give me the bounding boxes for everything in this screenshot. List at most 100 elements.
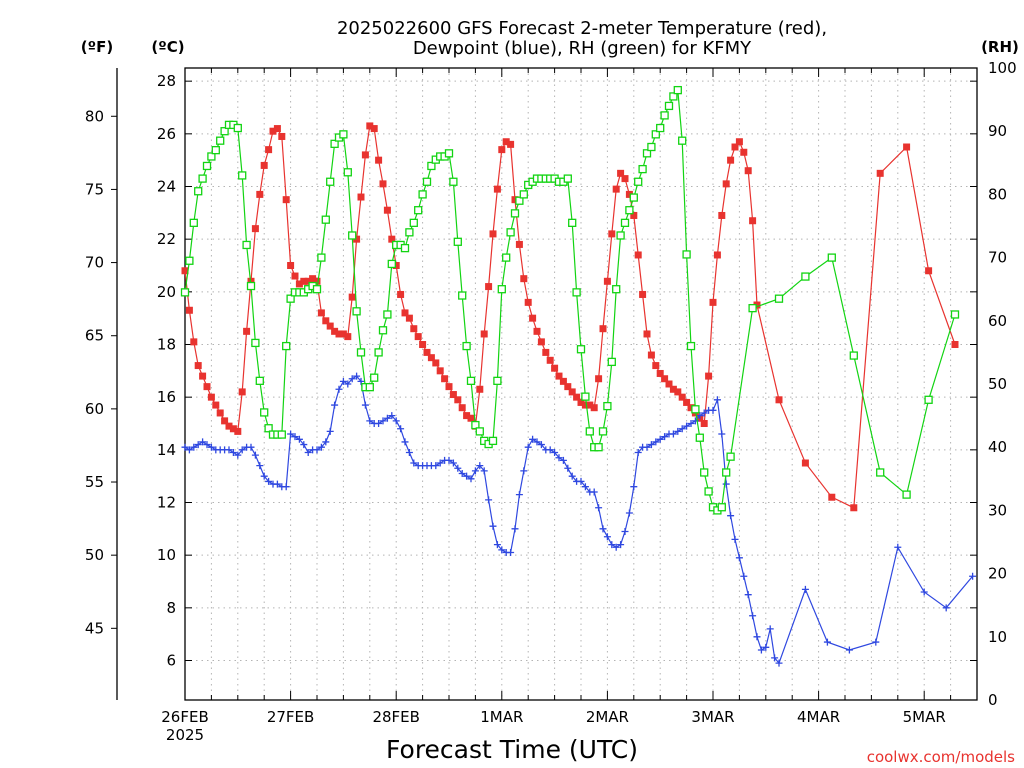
celsius-tick-label: 28	[157, 72, 176, 90]
rh-point	[326, 177, 335, 186]
rh-point	[704, 487, 713, 496]
dew-point	[471, 467, 479, 475]
celsius-tick-label: 18	[157, 336, 176, 354]
dew-point	[722, 480, 730, 488]
rh-point	[647, 142, 656, 152]
rh-point	[950, 310, 960, 319]
dew-point	[683, 422, 691, 430]
dew-point	[383, 414, 391, 422]
rh-point	[497, 285, 506, 294]
dew-point	[467, 475, 475, 483]
rh-point	[378, 326, 388, 335]
temp-point	[392, 262, 400, 269]
rh-point	[651, 130, 660, 139]
celsius-tick-label: 24	[157, 178, 176, 196]
temp-point	[542, 348, 550, 356]
dew-point	[199, 438, 207, 446]
temp-point	[467, 414, 475, 422]
temp-point	[229, 425, 237, 433]
dew-point	[630, 483, 638, 491]
dew-point	[480, 467, 488, 475]
rh-point	[189, 218, 198, 227]
temp-point	[665, 380, 673, 388]
dew-point	[603, 533, 611, 541]
temp-point	[414, 333, 422, 341]
credit-text: coolwx.com/models	[867, 748, 1015, 766]
temp-point	[639, 290, 647, 298]
rh-point	[330, 139, 339, 148]
temp-point	[234, 427, 242, 435]
temp-point	[348, 293, 356, 301]
temp-point	[559, 377, 567, 385]
rh-point	[348, 231, 357, 240]
rh-point	[581, 392, 590, 401]
dew-point	[313, 446, 321, 454]
dew-point	[643, 443, 651, 451]
dew-point	[533, 438, 541, 446]
temp-point	[243, 327, 251, 335]
temp-point	[436, 367, 444, 375]
temp-point	[555, 372, 563, 380]
dew-point	[247, 443, 255, 451]
dew-point	[498, 546, 506, 554]
rh-point	[616, 231, 625, 240]
temp-point	[357, 193, 365, 201]
rh-point	[286, 294, 295, 303]
rh-unit-label: (RH)	[981, 38, 1019, 56]
temp-point	[397, 290, 405, 298]
rh-point	[466, 376, 476, 385]
rh-point	[471, 420, 480, 430]
temp-point	[735, 138, 743, 146]
temp-point	[454, 396, 462, 404]
temp-point	[291, 272, 299, 280]
dew-point	[331, 401, 339, 409]
temp-point	[366, 122, 374, 130]
rh-point	[414, 206, 423, 215]
rh-point	[233, 123, 242, 133]
dew-point	[537, 441, 545, 449]
dew-point	[674, 427, 682, 435]
dew-point	[397, 425, 405, 433]
fahrenheit-unit-label: (ºF)	[81, 38, 113, 56]
temp-point	[634, 251, 642, 259]
axes: 6 8 10 12 14 16 18 20 22 24 26 28 0 10 20 30 40 50 60 70 80 9…	[85, 59, 1017, 744]
dew-point	[872, 638, 880, 646]
rh-tick-label: 10	[988, 628, 1007, 646]
temp-point	[339, 330, 347, 338]
rh-point	[405, 228, 414, 237]
temp-point	[476, 385, 484, 393]
dew-point	[608, 541, 616, 549]
dew-point	[801, 585, 809, 593]
dew-point	[709, 406, 717, 414]
temp-point	[656, 369, 664, 377]
temp-point	[551, 364, 559, 372]
rh-point	[409, 218, 418, 227]
dew-point	[207, 443, 215, 451]
x-tick-label: 3MAR	[691, 708, 734, 726]
temp-point	[850, 504, 858, 512]
rh-point	[493, 376, 502, 385]
dew-point	[295, 435, 303, 443]
dew-point	[559, 456, 567, 464]
dew-point	[511, 525, 519, 533]
dew-point	[823, 638, 831, 646]
rh-point	[717, 503, 726, 512]
temp-point	[876, 169, 884, 177]
celsius-tick-label: 8	[166, 599, 176, 617]
rh-tick-label: 70	[988, 249, 1007, 267]
temp-point	[251, 225, 259, 233]
dew-point	[181, 443, 189, 451]
rh-point	[216, 136, 225, 145]
dew-point	[251, 451, 259, 459]
dew-point	[489, 522, 497, 530]
celsius-tick-label: 14	[157, 441, 176, 459]
rh-point	[488, 436, 498, 446]
dew-point	[335, 385, 343, 393]
rh-point	[585, 427, 594, 436]
dew-point	[322, 438, 330, 446]
temp-point	[313, 277, 321, 285]
dew-point	[687, 420, 695, 427]
temp-point	[586, 401, 594, 409]
dew-point	[432, 462, 440, 470]
